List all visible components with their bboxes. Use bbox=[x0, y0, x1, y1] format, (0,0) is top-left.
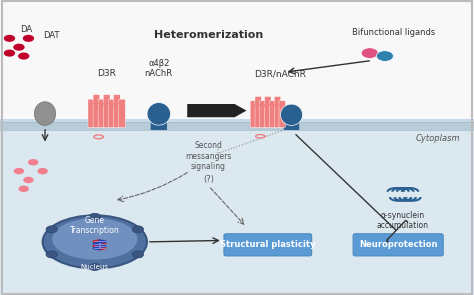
Circle shape bbox=[18, 53, 29, 60]
Circle shape bbox=[28, 159, 38, 165]
Text: Structural plasticity: Structural plasticity bbox=[220, 240, 316, 249]
FancyBboxPatch shape bbox=[224, 234, 311, 256]
FancyBboxPatch shape bbox=[260, 101, 266, 127]
Circle shape bbox=[37, 168, 48, 174]
Ellipse shape bbox=[35, 102, 56, 125]
Ellipse shape bbox=[147, 103, 171, 125]
FancyBboxPatch shape bbox=[353, 234, 443, 256]
FancyBboxPatch shape bbox=[88, 99, 95, 127]
Text: (?): (?) bbox=[203, 176, 214, 184]
FancyArrow shape bbox=[187, 104, 246, 117]
Text: Cytoplasm: Cytoplasm bbox=[415, 134, 460, 143]
Ellipse shape bbox=[43, 215, 147, 268]
Circle shape bbox=[89, 263, 100, 271]
Circle shape bbox=[23, 35, 34, 42]
Text: α4β2
nAChR: α4β2 nAChR bbox=[145, 59, 173, 78]
Circle shape bbox=[13, 44, 25, 51]
FancyBboxPatch shape bbox=[0, 119, 474, 123]
Circle shape bbox=[376, 51, 393, 61]
Circle shape bbox=[18, 186, 29, 192]
FancyBboxPatch shape bbox=[279, 101, 285, 127]
Text: DAT: DAT bbox=[43, 31, 59, 40]
Ellipse shape bbox=[281, 104, 302, 125]
FancyBboxPatch shape bbox=[109, 99, 115, 127]
FancyBboxPatch shape bbox=[250, 101, 256, 127]
Text: Nucleus: Nucleus bbox=[81, 264, 109, 270]
Text: Heteromerization: Heteromerization bbox=[154, 30, 263, 40]
FancyBboxPatch shape bbox=[150, 116, 167, 130]
FancyBboxPatch shape bbox=[0, 130, 474, 295]
Text: D3R/nAChR: D3R/nAChR bbox=[254, 69, 306, 78]
FancyBboxPatch shape bbox=[283, 117, 300, 130]
Circle shape bbox=[4, 35, 15, 42]
FancyBboxPatch shape bbox=[269, 101, 276, 127]
Text: Bifunctional ligands: Bifunctional ligands bbox=[352, 28, 435, 37]
Text: Neuroprotection: Neuroprotection bbox=[359, 240, 438, 249]
Text: Second
messangers
signaling: Second messangers signaling bbox=[185, 141, 232, 171]
Circle shape bbox=[46, 251, 57, 258]
Circle shape bbox=[23, 177, 34, 183]
Circle shape bbox=[46, 226, 57, 233]
FancyBboxPatch shape bbox=[118, 99, 125, 127]
Circle shape bbox=[14, 168, 24, 174]
FancyBboxPatch shape bbox=[93, 95, 100, 127]
FancyBboxPatch shape bbox=[103, 95, 110, 127]
Text: D3R: D3R bbox=[97, 69, 116, 78]
FancyBboxPatch shape bbox=[274, 96, 281, 127]
Circle shape bbox=[89, 213, 100, 220]
FancyBboxPatch shape bbox=[98, 99, 105, 127]
Text: Gene
Transcription: Gene Transcription bbox=[70, 216, 119, 235]
FancyBboxPatch shape bbox=[264, 96, 271, 127]
Circle shape bbox=[361, 48, 378, 58]
Text: α-synuclein
accumulation: α-synuclein accumulation bbox=[377, 211, 429, 230]
Text: DA: DA bbox=[20, 25, 32, 34]
FancyBboxPatch shape bbox=[113, 95, 120, 127]
FancyBboxPatch shape bbox=[0, 122, 474, 130]
Circle shape bbox=[132, 226, 144, 233]
FancyBboxPatch shape bbox=[255, 96, 262, 127]
FancyBboxPatch shape bbox=[0, 0, 474, 130]
Circle shape bbox=[132, 251, 144, 258]
Circle shape bbox=[4, 50, 15, 57]
Ellipse shape bbox=[52, 218, 137, 260]
